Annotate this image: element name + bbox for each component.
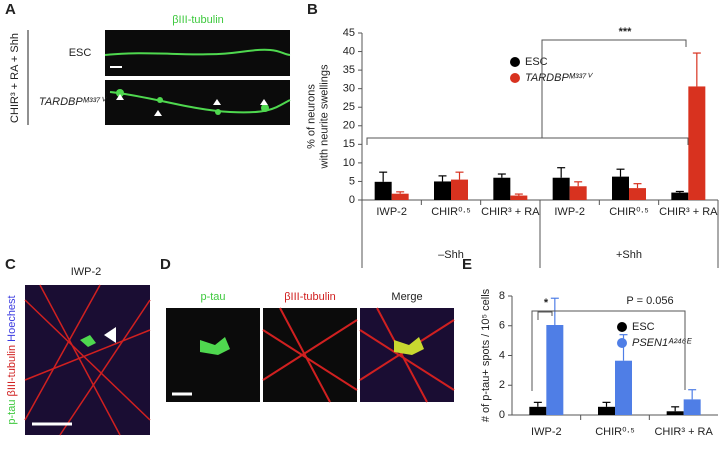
- x-tick-label: CHIR³ + RA: [481, 206, 540, 218]
- legend-marker: [617, 322, 627, 332]
- legend-label: PSEN1ᴬ²⁴⁶ᴱ: [632, 337, 692, 349]
- annotation: *: [544, 297, 549, 309]
- panel-letter: C: [5, 256, 16, 273]
- bar: [612, 176, 629, 200]
- stain-label: βIII-tubulin: [172, 14, 224, 26]
- bar: [683, 399, 701, 415]
- bar: [493, 177, 511, 200]
- y-tick-label: 8: [499, 290, 505, 302]
- y-tick-label: 20: [343, 120, 355, 132]
- condition-label: CHIR³ + RA + Shh: [9, 33, 21, 123]
- bar: [451, 179, 468, 200]
- y-tick-label: 2: [499, 379, 505, 391]
- legend-label: ESC: [525, 56, 548, 68]
- bar: [629, 188, 646, 200]
- y-tick-label: 40: [343, 45, 355, 57]
- y-axis-label: % of neurons: [305, 84, 317, 149]
- legend-marker: [510, 57, 520, 67]
- arrowheads: [116, 94, 268, 116]
- panel-letter: B: [307, 1, 318, 18]
- y-tick-label: 25: [343, 101, 355, 113]
- legend-label: TARDBPᴹ³³⁷ⱽ: [525, 72, 593, 84]
- stain-label: βIII-tubulin: [6, 345, 18, 397]
- panel-letter: E: [462, 256, 472, 273]
- image-title: p-tau: [200, 291, 225, 303]
- x-tick-label: CHIR³ + RA: [659, 206, 718, 218]
- legend-marker: [617, 338, 627, 348]
- group-label: –Shh: [438, 249, 464, 261]
- annotation: P = 0.056: [626, 295, 673, 307]
- bar: [434, 181, 451, 200]
- bar: [666, 411, 684, 415]
- bar: [546, 325, 564, 415]
- x-tick-label: CHIR³ + RA: [654, 426, 713, 438]
- y-tick-label: 5: [349, 175, 355, 187]
- micrograph: [360, 308, 454, 402]
- swellings: [116, 89, 269, 115]
- significance-bracket: [531, 310, 686, 391]
- y-tick-label: 0: [499, 409, 505, 421]
- y-tick-label: 10: [343, 157, 355, 169]
- y-axis-label: # of p-tau+ spots / 10⁵ cells: [480, 288, 492, 422]
- group-label: +Shh: [616, 249, 642, 261]
- y-tick-label: 30: [343, 83, 355, 95]
- bar: [552, 177, 570, 200]
- neurite: [104, 48, 291, 56]
- bar: [569, 186, 587, 200]
- legend-label: ESC: [632, 321, 655, 333]
- stain-label: p-tau: [6, 400, 18, 425]
- y-tick-label: 4: [499, 349, 505, 361]
- panel-d: p-tau βIII-tubulin Merge: [166, 291, 455, 403]
- panel-letter: D: [160, 256, 171, 273]
- x-tick-label: CHIR⁰·⁵: [609, 206, 649, 218]
- x-tick-label: IWP-2: [554, 206, 585, 218]
- micrograph: [263, 308, 357, 402]
- legend-marker: [510, 73, 520, 83]
- significance-bracket: [537, 311, 553, 320]
- image-title: Merge: [391, 291, 422, 303]
- y-tick-label: 45: [343, 27, 355, 39]
- bar: [598, 406, 615, 415]
- p-tau-signal: [394, 337, 424, 355]
- row-label: TARDBPᴹ³³⁷ⱽ: [39, 96, 107, 108]
- y-tick-label: 15: [343, 138, 355, 150]
- y-tick-label: 35: [343, 64, 355, 76]
- x-tick-label: IWP-2: [531, 426, 562, 438]
- significance-bracket: [366, 39, 689, 145]
- arrowhead: [104, 327, 116, 343]
- x-tick-label: CHIR⁰·⁵: [431, 206, 471, 218]
- annotation: ***: [619, 26, 633, 38]
- y-tick-label: 0: [349, 194, 355, 206]
- micrograph: [166, 308, 260, 402]
- p-tau-signal: [80, 335, 96, 347]
- stain-labels: p-tau βIII-tubulin Hoechest: [6, 295, 18, 424]
- stain-label: Hoechest: [6, 295, 18, 341]
- neurites: [262, 307, 358, 403]
- bar: [374, 181, 392, 200]
- image-title: IWP-2: [71, 266, 102, 278]
- neurite: [109, 91, 291, 114]
- panel-c: IWP-2 p-tau βIII-tubulin Hoechest: [6, 266, 151, 436]
- row-label: ESC: [69, 47, 92, 59]
- image-title: βIII-tubulin: [284, 291, 336, 303]
- neurites: [24, 284, 151, 436]
- p-tau-signal: [200, 337, 230, 355]
- bar: [688, 86, 706, 200]
- y-axis-label: with neurite swellings: [318, 64, 330, 169]
- bar: [615, 360, 632, 415]
- panel-a: βIII-tubulin ESC TARDBPᴹ³³⁷ⱽ CHIR³ + RA …: [9, 14, 291, 125]
- bar: [391, 193, 409, 200]
- x-tick-label: CHIR⁰·⁵: [595, 426, 635, 438]
- micrograph: [105, 80, 290, 125]
- bar: [671, 192, 689, 200]
- panel-letter: A: [5, 1, 16, 18]
- x-tick-label: IWP-2: [376, 206, 407, 218]
- y-tick-label: 6: [499, 320, 505, 332]
- bar: [529, 406, 547, 415]
- bar: [510, 195, 528, 200]
